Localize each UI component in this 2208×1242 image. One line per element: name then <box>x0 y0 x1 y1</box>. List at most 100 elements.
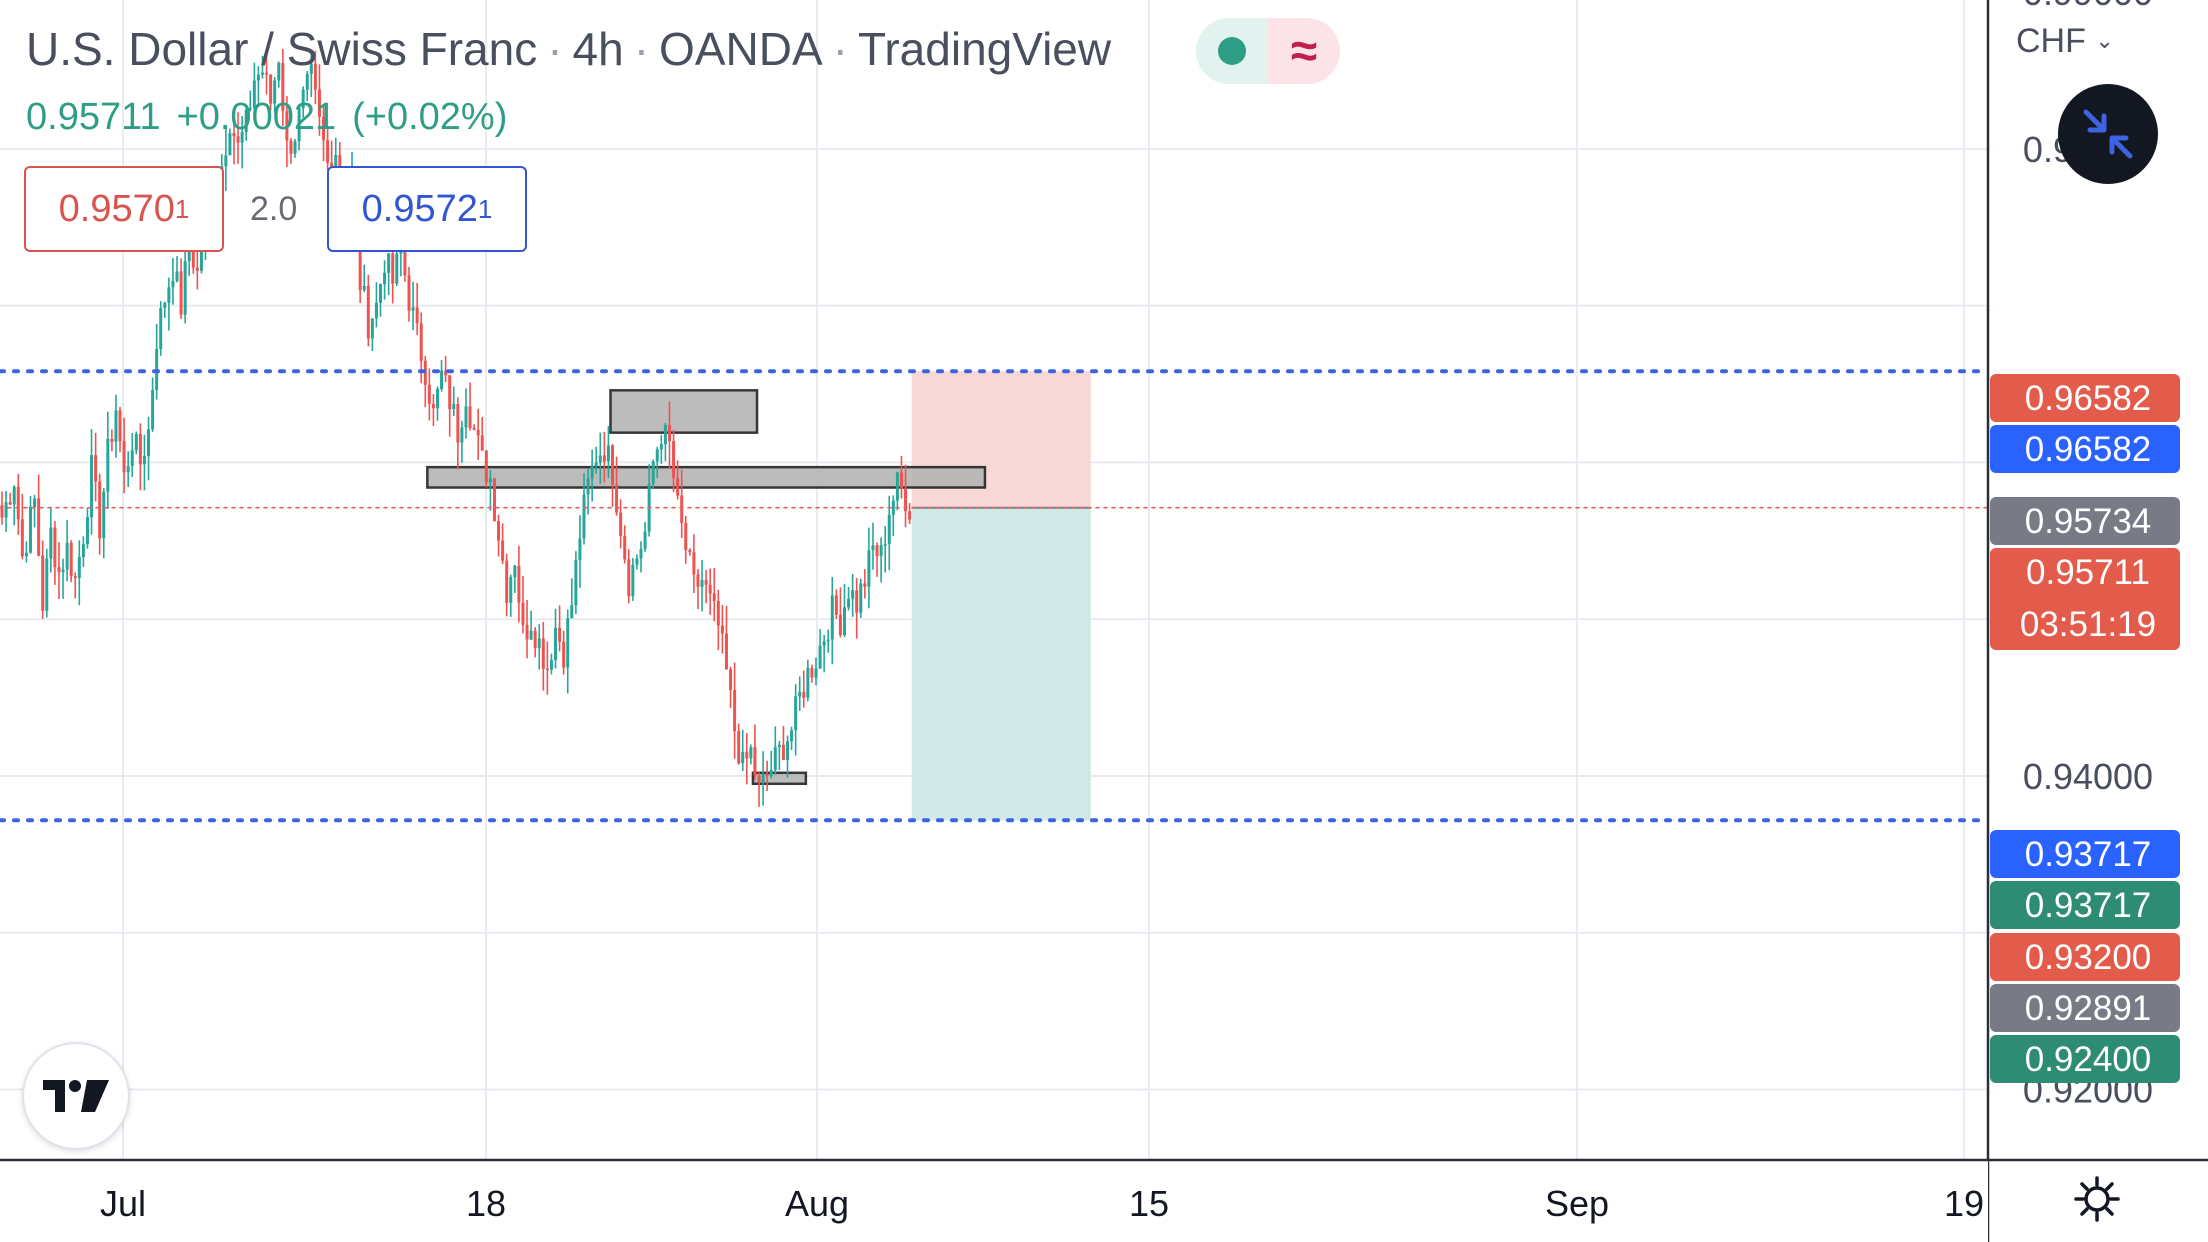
candle-body <box>627 559 631 597</box>
candle-body <box>826 639 830 642</box>
candle-body <box>830 595 834 640</box>
candle-body <box>244 109 248 133</box>
candle-body <box>904 489 908 512</box>
candle-body <box>834 595 838 615</box>
candle-body <box>183 261 187 315</box>
candle-body <box>464 406 468 428</box>
candle-body <box>741 751 745 764</box>
candle-body <box>20 519 24 557</box>
time-axis-bg <box>0 1160 1988 1242</box>
currency-selector[interactable]: CHF ⌄ <box>2016 22 2114 61</box>
candle-body <box>126 466 130 473</box>
candle-body <box>879 545 883 557</box>
candle-body <box>773 747 777 771</box>
candle-body <box>285 110 289 141</box>
candle-body <box>460 427 464 443</box>
candle-body <box>777 744 781 748</box>
candle-body <box>525 624 529 640</box>
sell-button[interactable]: 0.9570 1 <box>24 166 224 252</box>
candle-body <box>90 455 94 518</box>
candle-body <box>452 404 456 410</box>
candle-body <box>505 560 509 603</box>
candle-body <box>688 550 692 553</box>
candle-body <box>554 627 558 661</box>
price-label-text: 0.93717 <box>2025 835 2152 874</box>
separator: · <box>547 23 563 75</box>
candle-body <box>704 580 708 585</box>
price-label-badge <box>1990 374 2180 422</box>
candle-body <box>191 243 195 268</box>
candle-body <box>301 89 305 109</box>
candle-body <box>562 641 566 668</box>
buy-button[interactable]: 0.9572 1 <box>327 166 527 252</box>
candle-body <box>472 428 476 430</box>
candle-body <box>521 602 525 625</box>
interval-label[interactable]: 4h <box>572 23 624 75</box>
candle-body <box>134 433 138 451</box>
candle-body <box>33 498 37 507</box>
candle-body <box>179 271 183 315</box>
candle-body <box>696 574 700 587</box>
candle-body <box>655 449 659 462</box>
candle-body <box>863 583 867 587</box>
candle-body <box>45 558 49 611</box>
market-open-dot-icon <box>1196 18 1268 84</box>
candle-body <box>57 567 61 573</box>
candle-body <box>273 80 277 104</box>
candle-body <box>187 243 191 262</box>
candle-body <box>838 614 842 636</box>
candle-body <box>606 445 610 462</box>
x-tick-label: 18 <box>466 1183 506 1224</box>
candle-body <box>456 404 460 443</box>
symbol-name: U.S. Dollar / Swiss Franc <box>26 23 538 75</box>
currency-label: CHF <box>2016 22 2086 60</box>
candle-body <box>631 564 635 597</box>
candle-body <box>98 481 102 539</box>
candle-body <box>28 506 32 553</box>
candle-body <box>65 542 69 570</box>
candle-body <box>639 548 643 559</box>
candle-body <box>908 511 912 520</box>
gear-icon[interactable] <box>2072 1174 2122 1224</box>
spread-value: 2.0 <box>250 190 298 228</box>
candle-body <box>147 429 151 456</box>
candle-body <box>590 465 594 479</box>
symbol-title[interactable]: U.S. Dollar / Swiss Franc · 4h · OANDA · Tradi… <box>26 22 1111 76</box>
candle-body <box>582 494 586 539</box>
price-change-pct: (+0.02%) <box>352 96 508 138</box>
candle-body <box>501 540 505 561</box>
price-change: +0.00021 <box>176 96 337 138</box>
candle-body <box>236 136 240 143</box>
candle-body <box>745 751 749 759</box>
candle-body <box>142 455 146 465</box>
candle-body <box>297 108 301 142</box>
candle-body <box>733 690 737 731</box>
price-label-text: 0.96582 <box>2025 379 2152 418</box>
candle-body <box>871 545 875 551</box>
candle-body <box>374 302 378 319</box>
candle-body <box>110 438 114 442</box>
platform-label: TradingView <box>857 23 1112 75</box>
candle-body <box>749 747 753 759</box>
candle-body <box>757 775 761 783</box>
candle-body <box>411 307 415 311</box>
candle-body <box>818 645 822 669</box>
candle-body <box>729 669 733 691</box>
candle-body <box>513 565 517 578</box>
candle-body <box>672 441 676 479</box>
price-lines <box>0 369 1989 823</box>
collapse-arrows-icon[interactable] <box>2058 84 2158 184</box>
x-tick-label: Aug <box>785 1183 849 1224</box>
tradingview-logo-icon[interactable] <box>22 1042 130 1150</box>
candle-body <box>468 406 472 429</box>
market-status-pill[interactable]: ≈ <box>1196 18 1340 84</box>
price-label-text: 0.96582 <box>2025 430 2152 469</box>
candle-body <box>81 544 85 557</box>
candle-body <box>851 590 855 599</box>
candle-body <box>602 455 606 462</box>
candle-body <box>277 63 281 81</box>
candle-body <box>765 774 769 776</box>
candle-body <box>720 625 724 634</box>
candle-body <box>545 668 549 671</box>
